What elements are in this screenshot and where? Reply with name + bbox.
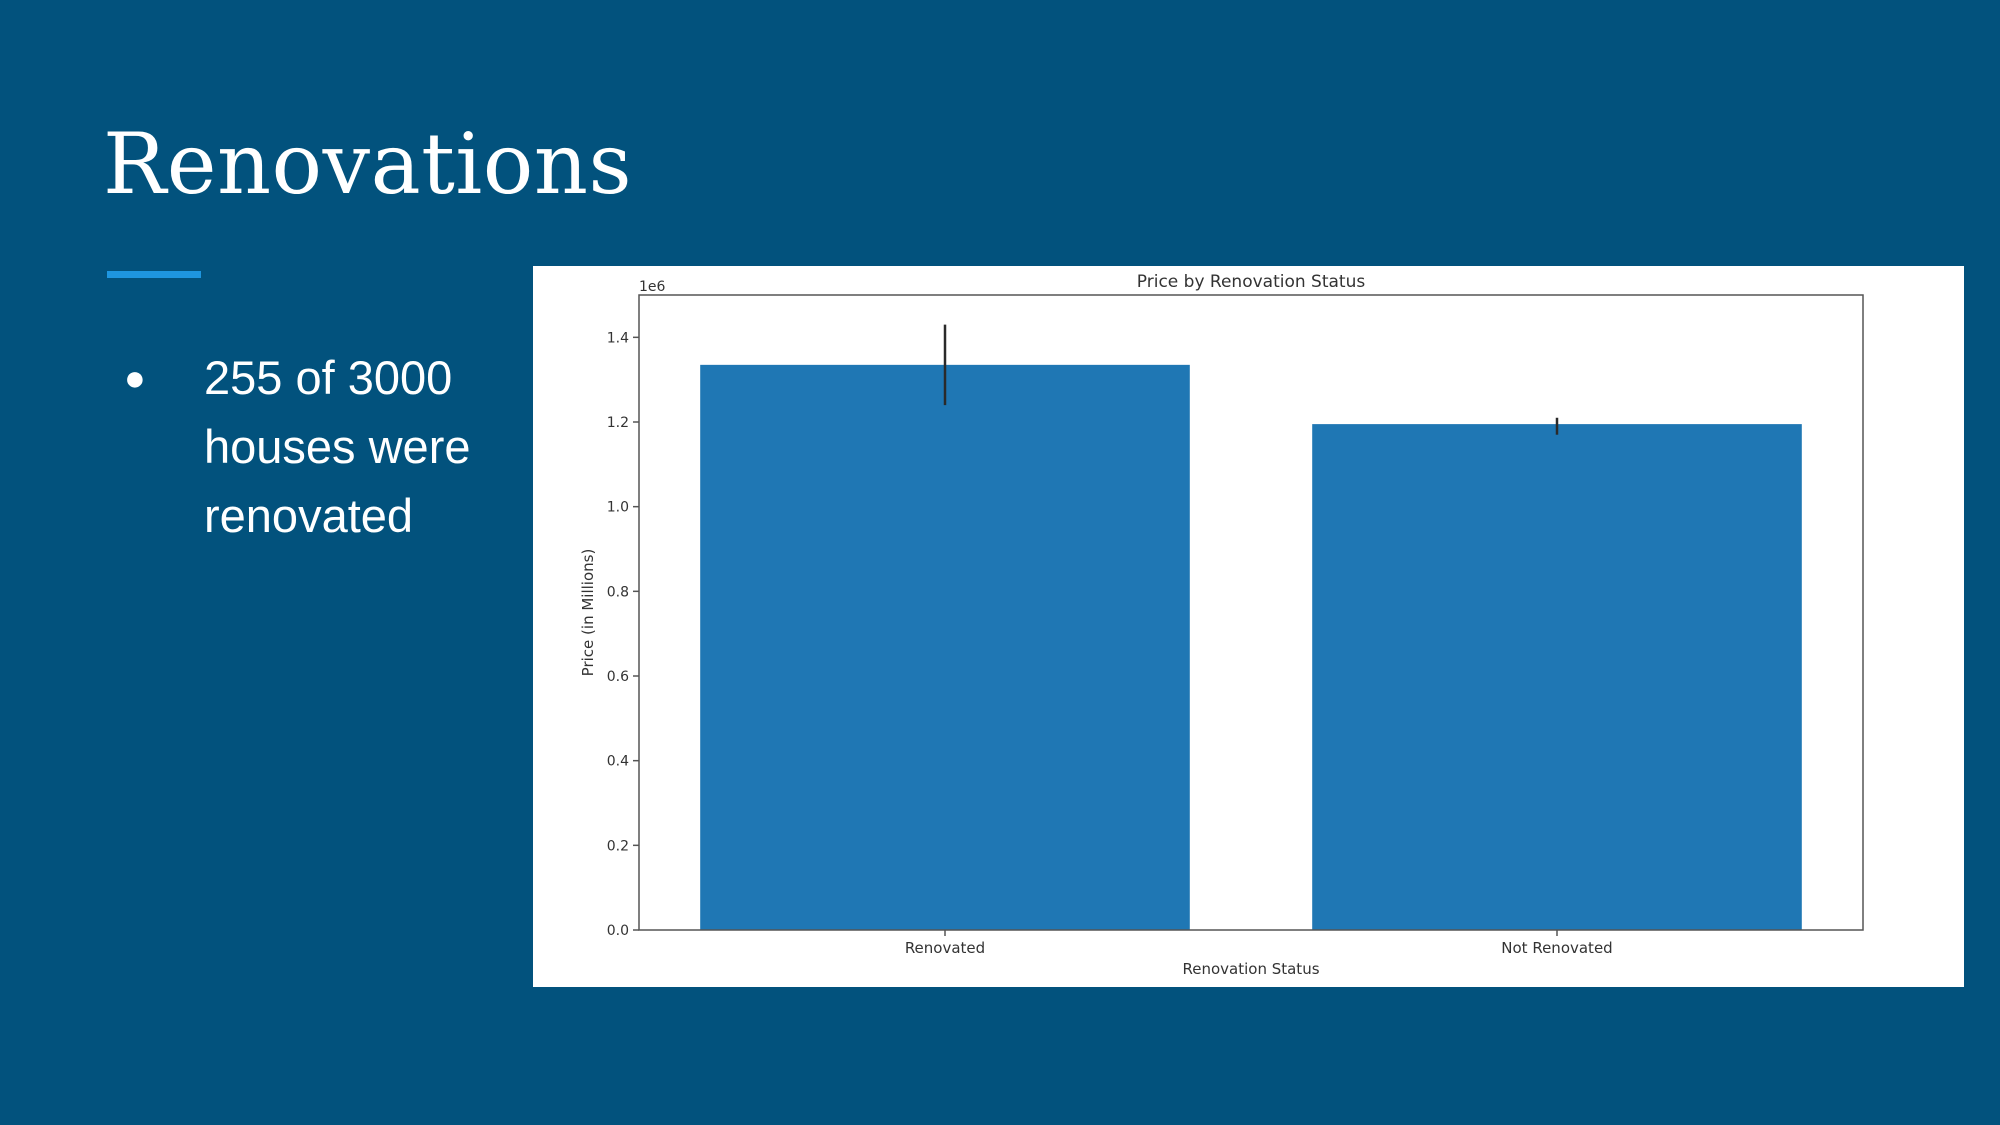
y-tick-label: 0.8 <box>607 584 629 600</box>
bullet-text: 255 of 3000 houses were renovated <box>204 351 471 542</box>
y-tick-label: 0.2 <box>607 838 629 854</box>
chart-panel: 0.0 0.2 0.4 0.6 0.8 1.0 1.2 1.4 Renovated Not Ren… <box>533 266 1964 987</box>
y-offset-label: 1e6 <box>639 279 666 295</box>
y-tick-label: 0.0 <box>607 923 629 939</box>
plot-frame <box>638 294 1864 931</box>
x-tick-label: Renovated <box>905 939 985 957</box>
y-axis-label: Price (in Millions) <box>579 549 597 677</box>
bar-1 <box>1312 424 1802 930</box>
y-tick-label: 0.6 <box>607 669 629 685</box>
bar-0 <box>700 364 1190 931</box>
y-tick-label: 0.4 <box>607 754 629 770</box>
title-accent-rule <box>107 271 201 278</box>
chart-title: Price by Renovation Status <box>1137 272 1366 292</box>
y-tick-label: 1.4 <box>607 330 629 346</box>
x-axis-label: Renovation Status <box>1182 960 1319 978</box>
bullet-item: ● 255 of 3000 houses were renovated <box>124 343 504 550</box>
y-tick-label: 1.2 <box>607 415 629 431</box>
bullet-dot-icon: ● <box>124 357 146 398</box>
slide-title: Renovations <box>103 115 633 213</box>
bar-chart: 0.0 0.2 0.4 0.6 0.8 1.0 1.2 1.4 Renovated Not Ren… <box>579 272 1864 978</box>
x-tick-label: Not Renovated <box>1501 939 1612 957</box>
y-tick-label: 1.0 <box>607 500 629 516</box>
